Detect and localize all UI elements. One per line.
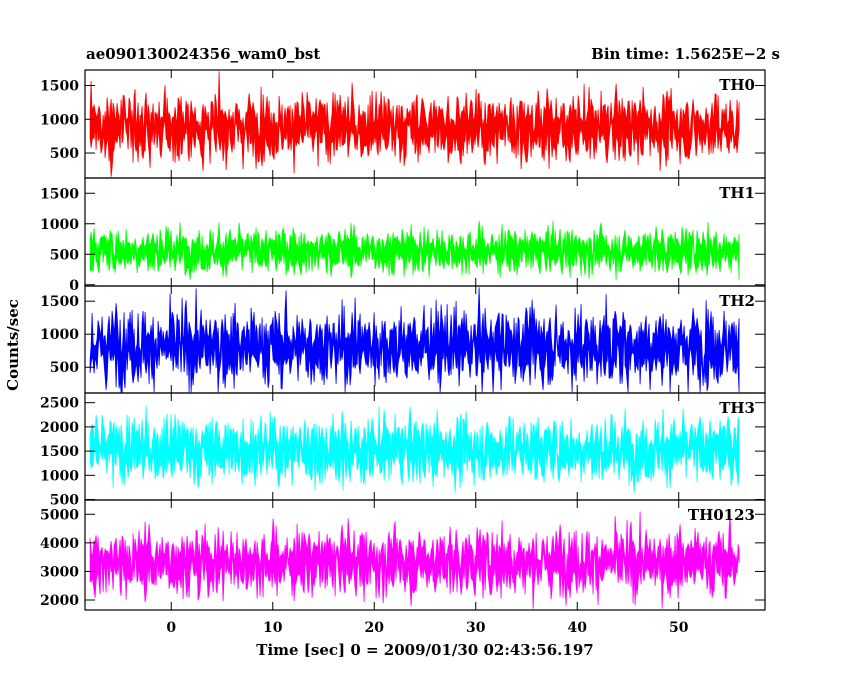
y-tick-label: 1000 <box>40 112 79 128</box>
y-tick-label: 2000 <box>40 593 79 609</box>
y-axis-label: Counts/sec <box>4 299 22 391</box>
panel-th1: 0 500 1000 1500 TH1 <box>40 177 766 294</box>
panel-label-th1: TH1 <box>719 184 755 202</box>
x-axis-label: Time [sec] 0 = 2009/01/30 02:43:56.197 <box>256 641 593 659</box>
panel-label-th0: TH0 <box>719 76 755 94</box>
panel-label-th0123: TH0123 <box>688 506 755 524</box>
panel-th3: 500 1000 1500 2000 2500 TH3 <box>40 392 766 509</box>
panel-label-th3: TH3 <box>719 399 755 417</box>
bin-time-label: Bin time: 1.5625E−2 s <box>591 45 780 63</box>
y-tick-label: 500 <box>50 493 79 509</box>
y-tick-label: 1000 <box>40 468 79 484</box>
y-tick-label: 2000 <box>40 420 79 436</box>
x-tick-label: 40 <box>567 620 587 636</box>
series-th0123-trace <box>89 511 740 609</box>
panel-frame-th0123 <box>84 499 766 611</box>
y-tick-label: 1500 <box>40 444 79 460</box>
chart-title: ae090130024356_wam0_bst <box>86 45 320 63</box>
y-tick-label: 500 <box>50 360 79 376</box>
x-tick-label: 0 <box>166 620 176 636</box>
series-th3-trace <box>89 405 740 494</box>
y-tick-label: 1500 <box>40 186 79 202</box>
y-tick-label: 500 <box>50 146 79 162</box>
panel-th0123: 2000 3000 4000 5000 TH0123 <box>40 499 766 611</box>
panel-label-th2: TH2 <box>719 292 755 310</box>
y-tick-label: 0 <box>69 278 79 294</box>
panel-th2: 500 1000 1500 TH2 <box>40 285 766 394</box>
y-tick-label: 1500 <box>40 294 79 310</box>
y-tick-label: 1000 <box>40 217 79 233</box>
y-tick-label: 1500 <box>40 79 79 95</box>
x-tick-label: 50 <box>669 620 689 636</box>
x-tick-label: 20 <box>365 620 385 636</box>
y-tick-label: 2500 <box>40 396 79 412</box>
panel-th0: 500 1000 1500 TH0 <box>40 69 766 179</box>
series-th1-trace <box>89 220 740 280</box>
y-tick-label: 500 <box>50 247 79 263</box>
x-tick-label: 30 <box>466 620 486 636</box>
series-th2-trace <box>89 287 740 393</box>
y-tick-label: 1000 <box>40 327 79 343</box>
series-th0-trace <box>89 71 740 177</box>
x-tick-label: 10 <box>263 620 283 636</box>
y-tick-label: 4000 <box>40 536 79 552</box>
y-tick-label: 3000 <box>40 564 79 580</box>
y-tick-label: 5000 <box>40 507 79 523</box>
